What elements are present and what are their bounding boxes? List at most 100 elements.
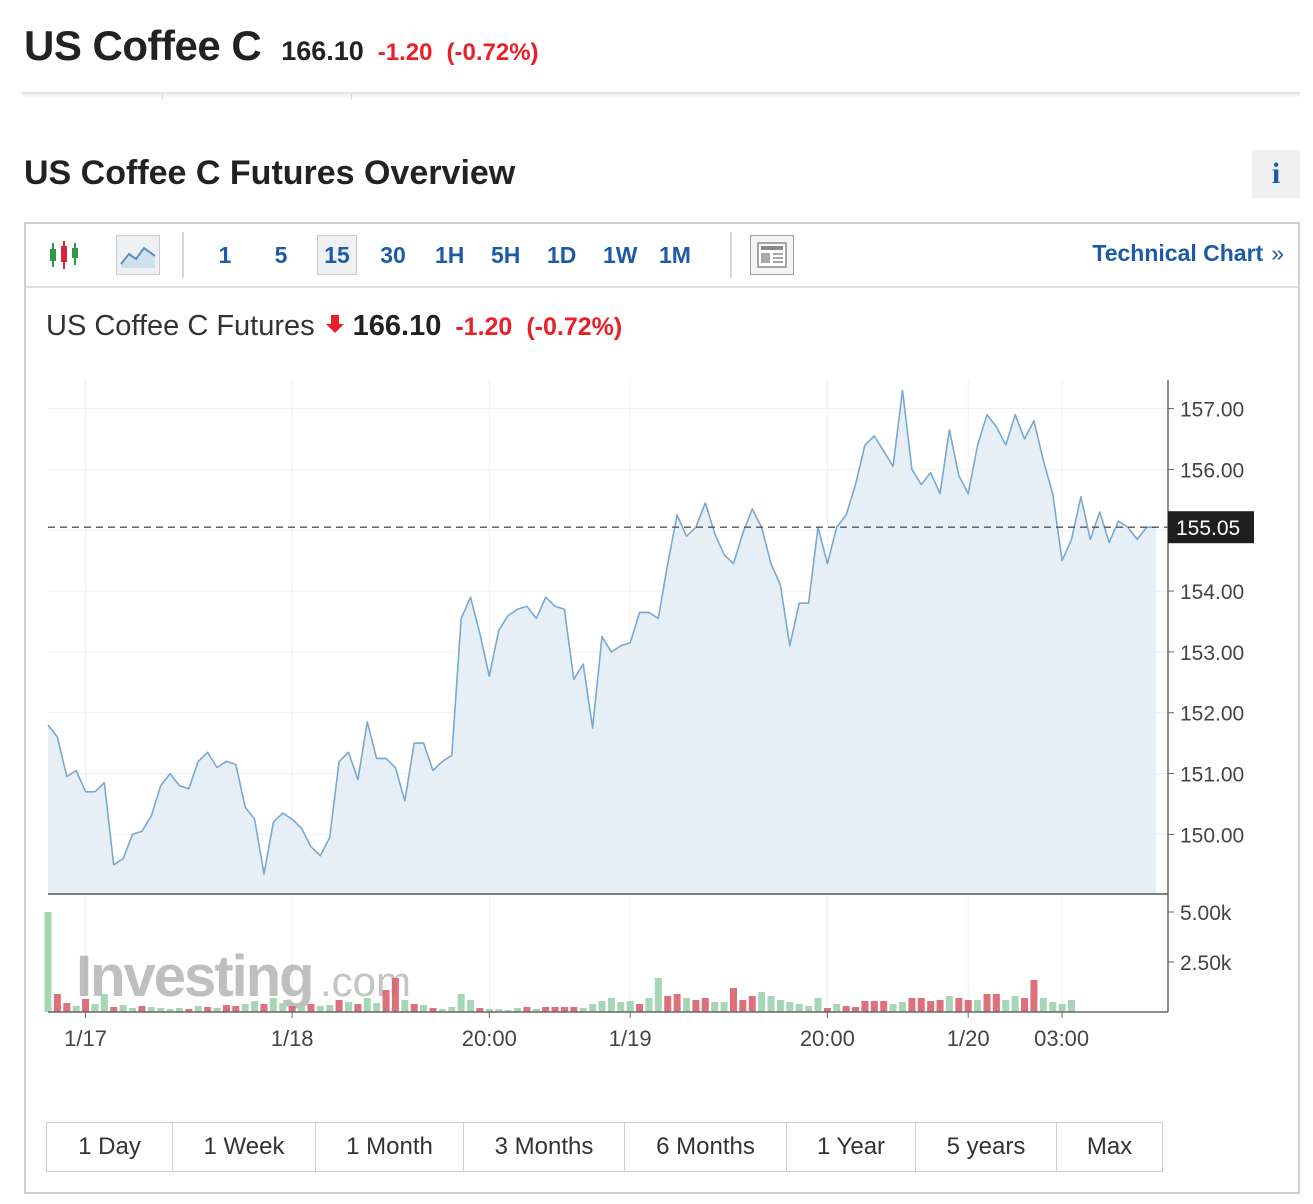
volume-bar: [326, 1005, 334, 1012]
header-divider-tick: [162, 94, 163, 100]
volume-bar: [748, 996, 756, 1012]
interval-15[interactable]: 15: [317, 235, 357, 275]
header-divider-tick: [351, 94, 352, 100]
area-chart-icon[interactable]: [116, 235, 160, 275]
volume-bar: [1039, 998, 1047, 1012]
volume-bar: [335, 1000, 343, 1012]
header-divider: [22, 92, 1300, 98]
volume-bar: [786, 1002, 794, 1012]
volume-bar: [1049, 1002, 1057, 1012]
technical-chart-link[interactable]: Technical Chart »: [1092, 240, 1284, 267]
range-1-year[interactable]: 1 Year: [787, 1123, 916, 1171]
price-tick-label: 153.00: [1180, 642, 1244, 665]
volume-bar: [166, 1009, 174, 1012]
volume-bar: [664, 996, 672, 1012]
interval-1w[interactable]: 1W: [603, 241, 638, 268]
volume-bar: [673, 994, 681, 1012]
volume-bar: [504, 1010, 512, 1012]
volume-bar: [429, 1008, 437, 1012]
time-tick-label: 1/19: [609, 1026, 652, 1051]
volume-bar: [204, 1007, 212, 1012]
volume-bar: [213, 1008, 221, 1012]
volume-bar: [955, 998, 963, 1012]
range-max[interactable]: Max: [1057, 1123, 1162, 1171]
news-layout-icon[interactable]: [750, 235, 794, 275]
volume-bar: [542, 1007, 550, 1012]
volume-bar: [420, 1005, 428, 1012]
price-chart[interactable]: Investing .com150.00151.00152.00153.00154…: [26, 224, 1298, 1104]
interval-30[interactable]: 30: [380, 241, 406, 268]
legend-instrument-name: US Coffee C Futures: [46, 310, 315, 342]
volume-bar: [814, 998, 822, 1012]
instrument-header: US Coffee C 166.10 -1.20 (-0.72%): [24, 22, 539, 70]
volume-bar: [776, 1000, 784, 1012]
volume-bar: [823, 1008, 831, 1012]
price-tick-label: 157.00: [1180, 399, 1244, 422]
volume-bar: [870, 1001, 878, 1012]
range-6-months[interactable]: 6 Months: [625, 1123, 787, 1171]
range-5-years[interactable]: 5 years: [916, 1123, 1057, 1171]
volume-bar: [692, 1000, 700, 1012]
price-change-percent: (-0.72%): [446, 39, 539, 66]
volume-bar: [598, 1001, 606, 1012]
volume-bar: [523, 1007, 531, 1012]
volume-bar: [82, 999, 90, 1012]
volume-bar: [974, 1000, 982, 1012]
volume-bar: [711, 1002, 719, 1012]
interval-5h[interactable]: 5H: [491, 241, 521, 268]
volume-bar: [138, 1006, 146, 1012]
time-tick-label: 20:00: [462, 1026, 517, 1051]
time-tick-label: 1/17: [64, 1026, 107, 1051]
volume-bar: [936, 1000, 944, 1012]
range-1-day[interactable]: 1 Day: [47, 1123, 173, 1171]
interval-1[interactable]: 1: [218, 241, 232, 268]
legend-change: -1.20: [455, 313, 513, 341]
interval-1h[interactable]: 1H: [435, 241, 465, 268]
volume-bar: [513, 1008, 521, 1012]
down-arrow-icon: [325, 313, 345, 341]
volume-bar: [908, 998, 916, 1012]
volume-bar: [129, 1008, 137, 1012]
volume-bar: [889, 1004, 897, 1012]
double-chevron-right-icon: »: [1271, 240, 1284, 266]
volume-bar: [720, 1002, 728, 1012]
volume-bar: [100, 994, 108, 1012]
toolbar-separator: [182, 232, 184, 278]
volume-bar: [401, 1000, 409, 1012]
legend-price: 166.10: [352, 310, 442, 342]
time-tick-label: 1/18: [271, 1026, 314, 1051]
volume-tick-label: 5.00k: [1180, 902, 1232, 925]
volume-bar: [457, 994, 465, 1012]
chart-legend: US Coffee C Futures 166.10 -1.20 (-0.72%…: [46, 310, 622, 343]
volume-bar: [260, 1004, 268, 1012]
volume-bar: [532, 1009, 540, 1012]
investing-watermark-brand: Investing: [76, 944, 313, 1009]
volume-bar: [467, 1000, 475, 1012]
volume-bar: [861, 1001, 869, 1012]
volume-bar: [53, 994, 61, 1012]
interval-1m[interactable]: 1M: [659, 241, 691, 268]
volume-bar: [298, 1007, 306, 1012]
volume-bar: [645, 998, 653, 1012]
volume-bar: [91, 1004, 99, 1012]
volume-bar: [842, 1006, 850, 1012]
volume-bar: [448, 1007, 456, 1012]
range-1-week[interactable]: 1 Week: [173, 1123, 316, 1171]
volume-bar: [157, 1008, 165, 1012]
last-value-label: 155.05: [1176, 517, 1240, 540]
volume-bar: [175, 1008, 183, 1012]
volume-bar: [382, 990, 390, 1012]
volume-bar: [354, 1004, 362, 1012]
range-1-month[interactable]: 1 Month: [316, 1123, 464, 1171]
volume-bar: [927, 1001, 935, 1012]
interval-5[interactable]: 5: [274, 241, 288, 268]
range-3-months[interactable]: 3 Months: [464, 1123, 625, 1171]
volume-bar: [1067, 1000, 1075, 1012]
volume-bar: [316, 1006, 324, 1012]
volume-bar: [729, 988, 737, 1012]
volume-bar: [805, 1006, 813, 1012]
volume-bar: [992, 994, 1000, 1012]
candlestick-icon[interactable]: [42, 235, 86, 275]
info-button[interactable]: i: [1252, 150, 1300, 198]
interval-1d[interactable]: 1D: [547, 241, 577, 268]
